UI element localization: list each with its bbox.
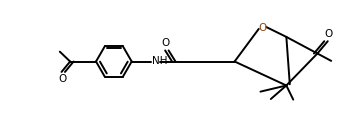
Text: O: O: [162, 38, 170, 48]
Text: NH: NH: [152, 56, 167, 67]
Text: O: O: [258, 23, 266, 33]
Text: O: O: [58, 74, 67, 84]
Text: O: O: [324, 29, 333, 39]
